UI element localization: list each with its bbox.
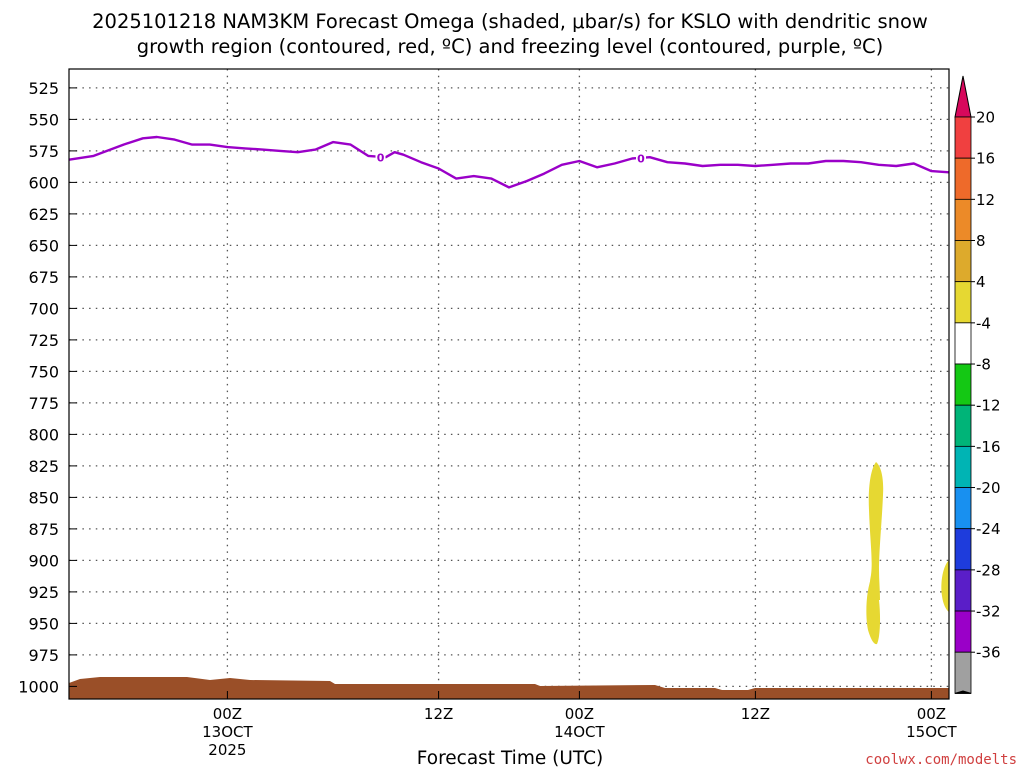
- colorbar-label: 8: [976, 232, 986, 250]
- x-tick-date: 15OCT: [906, 723, 957, 741]
- terrain-surface: [69, 677, 949, 699]
- colorbar-label: -8: [976, 356, 991, 374]
- y-tick-label: 975: [28, 646, 59, 665]
- colorbar-label: -16: [976, 438, 1001, 456]
- y-tick-label: 550: [28, 110, 59, 129]
- colorbar-segment: [954, 651, 972, 694]
- y-tick-label: 825: [28, 457, 59, 476]
- chart-title-line2: growth region (contoured, red, ºC) and f…: [137, 35, 884, 58]
- y-tick-label: 875: [28, 520, 59, 539]
- colorbar-segment: [954, 528, 972, 571]
- omega-colorbar: 20 16 12 8 4 -4 -8 -12 -16 -20 -24 -28 -32 -36: [954, 75, 1001, 694]
- omega-positive-blob-lower: [866, 576, 881, 645]
- x-tick-year: 2025: [208, 741, 246, 759]
- omega-positive-blob-upper: [868, 462, 884, 600]
- colorbar-label: -20: [976, 479, 1001, 497]
- colorbar-label: -12: [976, 397, 1001, 415]
- colorbar-segment: [954, 487, 972, 530]
- plot-frame: [68, 68, 950, 700]
- credit-text: coolwx.com/modelts: [865, 752, 1017, 768]
- x-tick-label: 12Z: [424, 705, 453, 723]
- colorbar-label: 16: [976, 150, 995, 168]
- colorbar-segment: [954, 569, 972, 612]
- colorbar-segment: [954, 240, 972, 283]
- colorbar-segment: [954, 116, 972, 159]
- colorbar-segment: [954, 281, 972, 324]
- y-tick-label: 775: [28, 394, 59, 413]
- y-tick-label: 675: [28, 268, 59, 287]
- y-axis: 525 550 575 600 625 650 675 700 725 750 775 800 825 8…: [18, 79, 77, 696]
- contour-label-bg: [375, 149, 386, 163]
- colorbar-label: -24: [976, 520, 1001, 538]
- x-tick-date: 13OCT: [202, 723, 253, 741]
- colorbar-label: -36: [976, 644, 1001, 662]
- x-tick-date: 14OCT: [554, 723, 605, 741]
- y-tick-label: 650: [28, 236, 59, 255]
- colorbar-segment: [954, 445, 972, 488]
- y-tick-label: 900: [28, 551, 59, 570]
- y-tick-label: 850: [28, 488, 59, 507]
- colorbar-label: -32: [976, 603, 1001, 621]
- x-tick-label: 00Z: [565, 705, 594, 723]
- y-tick-label: 700: [28, 299, 59, 318]
- omega-positive-blob-edge: [941, 560, 949, 612]
- y-tick-label: 950: [28, 614, 59, 633]
- omega-positive-shading: [866, 462, 949, 645]
- colorbar-label: -28: [976, 561, 1001, 579]
- y-tick-label: 925: [28, 583, 59, 602]
- x-tick-label: 12Z: [741, 705, 770, 723]
- colorbar-segment: [954, 610, 972, 653]
- y-tick-label: 600: [28, 173, 59, 192]
- colorbar-label: 4: [976, 273, 986, 291]
- y-tick-label: 1000: [18, 677, 59, 696]
- chart-title-line1: 2025101218 NAM3KM Forecast Omega (shaded…: [92, 10, 928, 33]
- colorbar-segment: [954, 198, 972, 241]
- y-tick-label: 750: [28, 362, 59, 381]
- colorbar-arrow-bottom: [954, 690, 972, 694]
- y-tick-label: 625: [28, 205, 59, 224]
- freezing-contour-label: 0: [637, 152, 645, 165]
- y-tick-label: 725: [28, 331, 59, 350]
- y-tick-label: 800: [28, 425, 59, 444]
- colorbar-segment: [954, 404, 972, 447]
- x-axis-label: Forecast Time (UTC): [417, 748, 603, 768]
- x-tick-label: 00Z: [917, 705, 946, 723]
- colorbar-label: -4: [976, 314, 991, 332]
- plot-area: [69, 69, 949, 699]
- freezing-contour-label: 0: [377, 151, 385, 164]
- colorbar-segment: [954, 363, 972, 406]
- contour-label-bg: [636, 150, 646, 164]
- colorbar-arrow-top: [954, 75, 972, 118]
- y-tick-label: 575: [28, 142, 59, 161]
- freezing-level-contour: [68, 135, 950, 189]
- colorbar-segment: [954, 322, 972, 365]
- y-tick-label: 525: [28, 79, 59, 98]
- grid-lines: [69, 69, 949, 699]
- colorbar-label: 12: [976, 191, 995, 209]
- colorbar-segment: [954, 157, 972, 200]
- x-tick-label: 00Z: [213, 705, 242, 723]
- colorbar-label: 20: [976, 109, 995, 127]
